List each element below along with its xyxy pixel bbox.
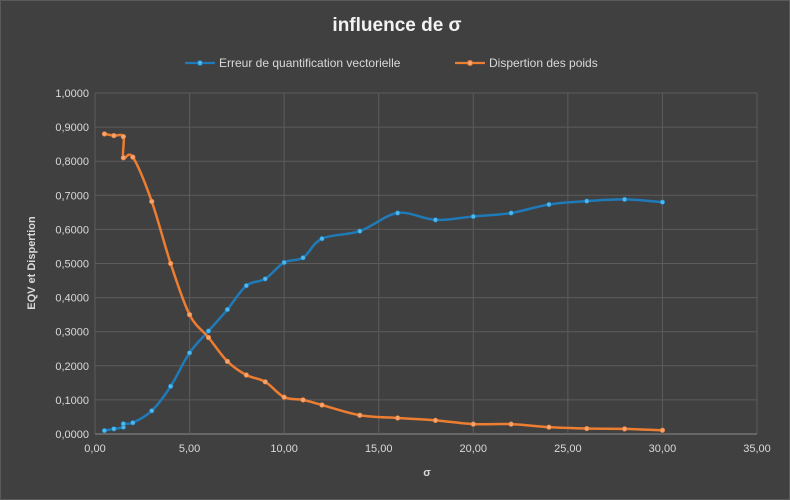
data-point-dispertion: [168, 260, 174, 267]
data-point-eqv: [130, 420, 136, 426]
y-tick-label: 0,2000: [55, 361, 89, 373]
data-point-eqv: [186, 350, 193, 356]
data-point-dispertion: [186, 312, 193, 318]
data-point-dispertion: [319, 402, 325, 408]
x-tick-label: 15,00: [365, 443, 393, 455]
data-point-eqv: [584, 198, 590, 204]
data-point-dispertion: [357, 412, 363, 418]
data-point-dispertion: [224, 358, 230, 364]
data-point-dispertion: [149, 198, 155, 205]
x-tick-label: 20,00: [460, 443, 488, 455]
x-tick-label: 5,00: [179, 443, 200, 455]
data-point-dispertion: [621, 426, 628, 432]
data-point-dispertion: [262, 379, 268, 385]
data-point-eqv: [168, 383, 174, 389]
x-tick-label: 0,00: [84, 443, 105, 455]
data-point-eqv: [319, 236, 325, 242]
y-axis-ticks: 0,0000 0,1000 0,2000 0,3000 0,4000 0,5000 0,60…: [55, 88, 89, 441]
y-tick-label: 0,1000: [55, 395, 89, 407]
legend-marker-eqv: [197, 60, 203, 66]
data-point-eqv: [357, 228, 363, 234]
data-point-eqv: [546, 201, 552, 208]
y-tick-label: 1,0000: [55, 88, 89, 100]
data-point-dispertion: [432, 417, 439, 423]
x-axis-title: σ: [423, 467, 431, 479]
data-point-dispertion: [130, 154, 136, 160]
data-point-eqv: [395, 210, 401, 216]
y-axis-title: EQV et Dispertion: [26, 216, 38, 310]
data-point-dispertion: [395, 415, 401, 421]
data-point-dispertion: [205, 334, 212, 341]
legend-item-dispertion: Dispertion des poids: [455, 56, 598, 70]
chart-title: influence de σ: [332, 15, 461, 36]
data-point-eqv: [224, 306, 230, 313]
data-point-eqv: [432, 217, 439, 223]
data-point-eqv: [120, 421, 126, 427]
series-line-dispertion: [104, 132, 663, 432]
x-tick-label: 25,00: [554, 443, 582, 455]
x-axis-ticks: 0,00 5,00 10,00 15,00 20,00 25,00 30,00 35,00: [84, 443, 770, 455]
data-point-dispertion: [120, 134, 126, 140]
legend-label-dispertion: Dispertion des poids: [489, 56, 598, 70]
data-point-eqv: [508, 210, 514, 216]
data-point-eqv: [300, 255, 306, 261]
data-point-eqv: [149, 408, 155, 414]
x-tick-label: 35,00: [743, 443, 771, 455]
data-point-dispertion: [111, 133, 117, 139]
legend-marker-dispertion: [467, 60, 473, 66]
data-point-eqv: [205, 328, 212, 334]
data-point-dispertion: [584, 425, 590, 432]
data-point-dispertion: [300, 397, 306, 403]
x-tick-label: 30,00: [649, 443, 677, 455]
data-point-eqv: [101, 427, 108, 434]
x-tick-label: 10,00: [270, 443, 298, 455]
y-tick-label: 0,5000: [55, 259, 89, 271]
y-tick-label: 0,0000: [55, 429, 89, 441]
data-point-dispertion: [546, 424, 552, 430]
data-point-eqv: [621, 196, 628, 202]
legend-label-eqv: Erreur de quantification vectorielle: [219, 56, 401, 70]
data-point-dispertion: [659, 427, 666, 433]
y-tick-label: 0,3000: [55, 327, 89, 339]
data-point-dispertion: [243, 372, 249, 378]
y-tick-label: 0,4000: [55, 293, 89, 305]
y-tick-label: 0,6000: [55, 224, 89, 236]
y-tick-label: 0,9000: [55, 122, 89, 134]
data-point-eqv: [281, 259, 287, 266]
data-point-dispertion: [470, 421, 476, 427]
y-tick-label: 0,8000: [55, 156, 89, 168]
data-point-dispertion: [281, 394, 287, 400]
legend-item-eqv: Erreur de quantification vectorielle: [185, 56, 401, 70]
data-point-eqv: [111, 426, 117, 432]
y-tick-label: 0,7000: [55, 190, 89, 202]
data-point-dispertion: [508, 421, 514, 427]
gridlines: [94, 92, 758, 435]
legend: Erreur de quantification vectorielle Dis…: [185, 56, 598, 70]
data-point-eqv: [262, 276, 268, 282]
data-point-dispertion: [101, 131, 108, 137]
data-point-eqv: [243, 283, 249, 289]
data-point-eqv: [470, 213, 476, 220]
series-layer: [101, 131, 666, 434]
data-point-dispertion: [120, 155, 126, 161]
data-point-eqv: [659, 199, 666, 205]
